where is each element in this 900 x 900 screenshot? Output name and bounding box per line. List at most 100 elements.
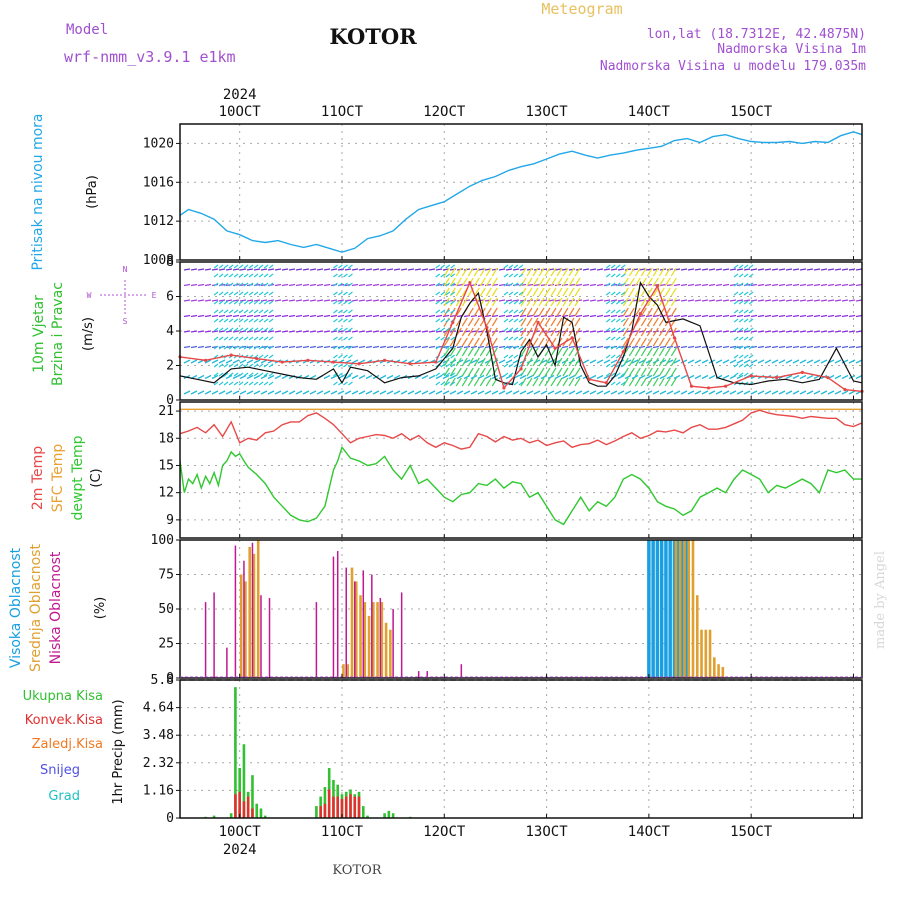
wind-barb-strong	[562, 327, 569, 337]
wind-barb	[190, 345, 198, 349]
wind-barb-strong	[550, 337, 557, 347]
wind-barb	[477, 345, 485, 349]
wind-barb	[302, 345, 310, 349]
wind-barb-calm	[503, 354, 509, 359]
cloud-mid-bar	[721, 666, 725, 678]
wind-barb-calm	[503, 300, 509, 305]
wind-barb-strong	[664, 357, 671, 367]
wind-barb	[743, 268, 751, 271]
wind-barb-calm	[348, 345, 353, 350]
wind-barb	[827, 390, 835, 395]
cloud-mid-bar	[350, 567, 354, 678]
precip-conv-bar	[357, 796, 361, 818]
wind-barb	[379, 330, 387, 333]
wind-barb-calm	[218, 336, 224, 341]
wind-barb-strong	[568, 267, 575, 277]
wind-barb-strong	[526, 347, 533, 357]
wind-barb	[694, 299, 702, 302]
wind-barb-calm	[243, 345, 249, 350]
cloud-high-bar	[659, 540, 664, 678]
wind-barb-calm	[263, 309, 269, 314]
wind-barb	[267, 299, 275, 302]
bottom-time-label: 15OCT	[730, 824, 773, 840]
wind-barb-calm	[513, 327, 519, 332]
temp-dewpt-line	[179, 445, 862, 526]
wind-gust-point	[434, 360, 438, 364]
wind-barb-calm	[243, 363, 249, 368]
wind-barb-calm	[248, 336, 254, 341]
cloud-low-bar	[234, 545, 237, 678]
wind-barb-calm	[218, 363, 224, 368]
wind-barb-calm	[518, 300, 524, 305]
wind-barb-strong	[622, 327, 629, 337]
cloud-frame	[179, 539, 863, 679]
wind-barb	[232, 299, 240, 302]
wind-barb-calm	[435, 300, 441, 305]
wind-barb-strong	[556, 377, 563, 387]
wind-barb-strong	[622, 277, 629, 287]
wind-barb-strong	[568, 297, 575, 307]
wind-barb-strong	[664, 297, 671, 307]
wind-barb-calm	[435, 273, 441, 278]
wind-barb	[659, 390, 667, 395]
wind-barb-calm	[263, 273, 269, 278]
precip-conv-bar	[340, 798, 344, 818]
cloud-mid-bar	[708, 629, 712, 678]
wind-barb	[554, 390, 562, 395]
wind-barb	[855, 359, 863, 364]
wind-barb-calm	[218, 327, 224, 332]
wind-barb	[365, 330, 373, 333]
wind-barb	[526, 268, 534, 271]
wind-barb	[484, 390, 492, 395]
wind-barb	[687, 359, 695, 364]
wind-barb	[687, 390, 695, 395]
wind-barb	[358, 299, 366, 302]
wind-barb-calm	[263, 291, 269, 296]
wind-barb-calm	[218, 309, 224, 314]
wind-barb-calm	[233, 345, 239, 350]
wind-barb-strong	[473, 367, 480, 377]
cloud-high-bar	[664, 540, 668, 678]
wind-barb	[281, 299, 289, 302]
wind-barb	[561, 330, 569, 333]
wind-barb-calm	[748, 318, 754, 323]
wind-barb	[414, 345, 422, 349]
wind-barb-strong	[664, 277, 671, 287]
wind-barb	[505, 299, 513, 302]
wind-barb-strong	[532, 367, 539, 377]
wind-barb	[722, 390, 730, 395]
wind-barb-calm	[238, 300, 244, 305]
wind-barb	[848, 359, 856, 364]
wind-barb	[351, 314, 359, 318]
wind-barb-calm	[518, 327, 524, 332]
wind-barb	[624, 390, 632, 395]
wind-barb	[708, 268, 716, 271]
wind-barb-calm	[748, 282, 754, 287]
wind-barb	[764, 390, 772, 395]
wind-barb	[596, 390, 604, 395]
wind-barb	[330, 330, 338, 333]
wind-barb	[778, 390, 786, 395]
wind-barb	[855, 268, 863, 271]
wind-barb	[729, 299, 737, 302]
wind-barb	[589, 314, 597, 318]
wind-barb	[652, 314, 660, 318]
wind-barb-calm	[445, 381, 451, 386]
wind-barb	[785, 390, 793, 395]
wind-barb	[680, 374, 688, 380]
wind-barb-strong	[455, 287, 462, 297]
wind-barb-strong	[532, 317, 539, 327]
wind-barb-calm	[508, 282, 514, 287]
wind-barb	[393, 268, 401, 271]
wind-barb	[708, 330, 716, 333]
wind-barb-strong	[556, 357, 563, 367]
wind-barb-calm	[218, 300, 224, 305]
wind-barb-strong	[652, 297, 659, 307]
wind-barb	[463, 390, 471, 395]
wind-barb	[806, 359, 814, 364]
wind-barb-strong	[443, 347, 450, 357]
wind-barb-strong	[562, 307, 569, 317]
wind-barb-strong	[473, 357, 480, 367]
wind-barb	[309, 330, 317, 333]
wind-barb-strong	[634, 337, 641, 347]
